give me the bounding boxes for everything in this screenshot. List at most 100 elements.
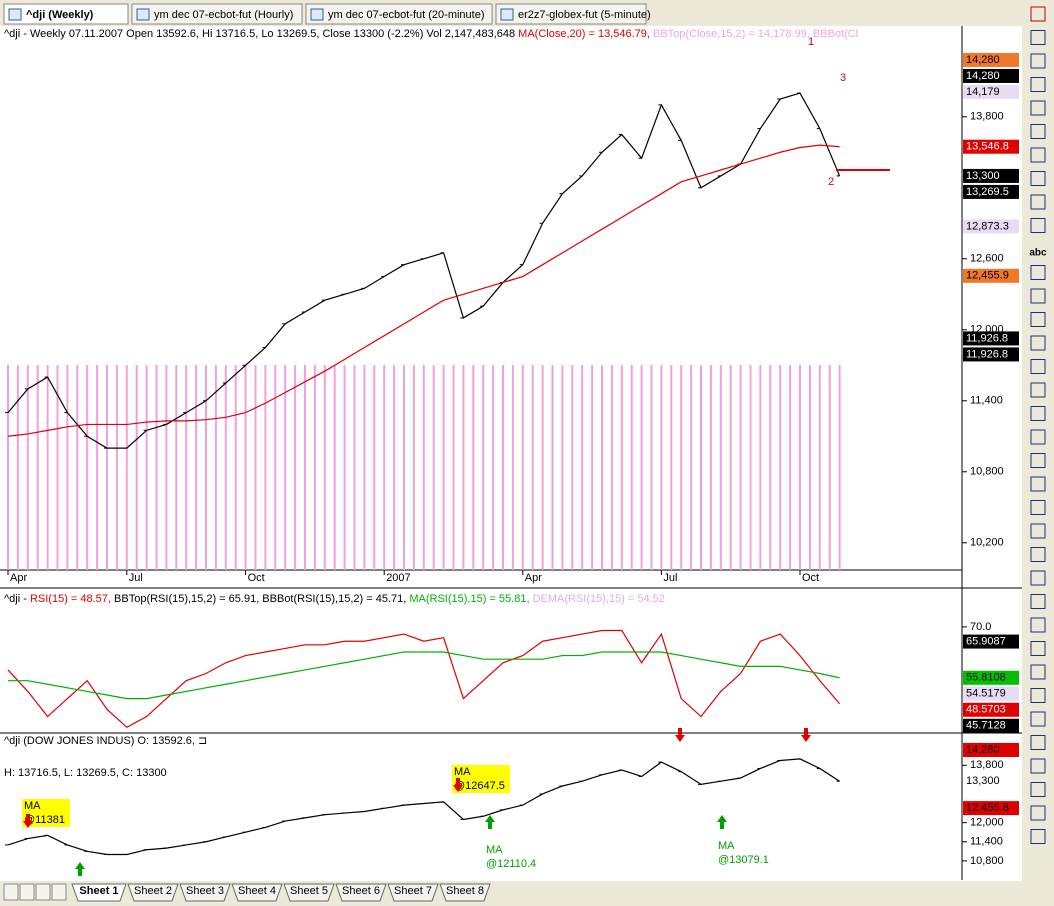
price-label: 12,455.9 xyxy=(966,270,1009,282)
price-label-box xyxy=(963,68,1019,83)
price-pane: ^dji - Weekly 07.11.2007 Open 13592.6, H… xyxy=(4,28,1019,584)
tool-icon[interactable] xyxy=(1030,429,1046,445)
x-tick-label: Jul xyxy=(663,572,677,584)
price-label: 14,179 xyxy=(966,86,1000,98)
price-label: 14,280 xyxy=(966,54,1000,66)
price-label: 13,546.8 xyxy=(966,141,1009,153)
tool-icon[interactable] xyxy=(1030,805,1046,821)
tab[interactable] xyxy=(495,3,647,25)
y-tick-label: 12,000 xyxy=(970,817,1004,829)
sheet-tab[interactable] xyxy=(127,883,179,902)
tool-icon[interactable] xyxy=(1030,617,1046,633)
tool-icon[interactable] xyxy=(1030,30,1046,45)
tool-icon[interactable] xyxy=(1030,382,1046,398)
price-label-box xyxy=(963,331,1019,346)
price-label: 14,280 xyxy=(966,70,1000,82)
tool-icon[interactable] xyxy=(1030,641,1046,656)
annotation-text: @12647.5 xyxy=(454,780,505,792)
tool-icon[interactable] xyxy=(1030,829,1046,844)
tool-icon[interactable] xyxy=(1030,218,1046,233)
price-label: 45.7128 xyxy=(966,720,1006,732)
tool-icon[interactable] xyxy=(1030,735,1046,750)
tab[interactable] xyxy=(3,3,129,25)
series-line xyxy=(7,144,840,437)
sheet-tab[interactable] xyxy=(439,883,491,902)
price-label-box xyxy=(963,718,1019,733)
tool-icon[interactable] xyxy=(1030,77,1046,92)
y-tick-label: 11,400 xyxy=(970,836,1003,848)
signal-arrow xyxy=(717,815,727,829)
header-segment: ^dji - Weekly 07.11.2007 Open 13592.6, H… xyxy=(4,28,518,40)
annotation-text: @13079.1 xyxy=(718,854,769,866)
sheet-label: Sheet 4 xyxy=(238,885,276,897)
price-label: 54.5179 xyxy=(966,688,1006,700)
toolbar-text[interactable]: abc xyxy=(1029,248,1047,259)
tool-icon[interactable] xyxy=(1030,53,1046,69)
x-tick-label: Oct xyxy=(802,572,819,584)
tab[interactable] xyxy=(305,3,493,25)
tab-label: ym dec 07-ecbot-fut (Hourly) xyxy=(154,9,293,21)
tool-icon[interactable] xyxy=(1030,265,1046,280)
tab-label: ^dji (Weekly) xyxy=(26,9,94,21)
header-segment: DEMA(RSI(15),15) = 54.52 xyxy=(533,593,665,605)
sheet-tab[interactable] xyxy=(179,883,231,902)
tool-icon[interactable] xyxy=(1030,288,1046,304)
sheet-label: Sheet 6 xyxy=(342,885,380,897)
tool-icon[interactable] xyxy=(1030,594,1046,609)
nav-button[interactable] xyxy=(19,883,35,901)
price-label-box xyxy=(963,139,1019,154)
x-tick-label: Jul xyxy=(129,572,143,584)
nav-button[interactable] xyxy=(3,883,19,901)
price-label: 13,300 xyxy=(966,170,1000,182)
overview-pane: ^dji (DOW JONES INDUS) O: 13592.6, ⊐ H: 1… xyxy=(4,728,1019,876)
price-label-box xyxy=(963,670,1019,685)
tool-icon[interactable] xyxy=(1030,124,1046,139)
annotation-text: @11381 xyxy=(24,814,65,826)
tool-icon[interactable] xyxy=(1030,664,1046,680)
tool-icon[interactable] xyxy=(1030,171,1046,186)
tool-icon[interactable] xyxy=(1030,688,1046,703)
tool-icon[interactable] xyxy=(1030,194,1046,210)
tool-icon[interactable] xyxy=(1030,406,1046,421)
tab-icon xyxy=(8,8,22,21)
tab[interactable] xyxy=(131,3,303,25)
y-tick-label: 13,800 xyxy=(970,759,1004,771)
tab-icon xyxy=(310,8,324,21)
sheet-tab[interactable] xyxy=(231,883,283,902)
nav-button[interactable] xyxy=(51,883,67,901)
sheet-tab[interactable] xyxy=(71,883,127,902)
x-tick-label: Apr xyxy=(10,572,27,584)
price-label: 14,280 xyxy=(966,744,1000,756)
price-label-box xyxy=(963,686,1019,701)
tool-icon[interactable] xyxy=(1030,147,1046,163)
sheet-label: Sheet 3 xyxy=(186,885,224,897)
tool-icon[interactable] xyxy=(1030,570,1046,586)
y-tick-label: 12,600 xyxy=(970,253,1004,265)
tool-icon[interactable] xyxy=(1030,782,1046,797)
price-label-box xyxy=(963,168,1019,183)
tool-icon[interactable] xyxy=(1030,500,1046,515)
sheet-tab[interactable] xyxy=(283,883,335,902)
series-line xyxy=(7,629,841,728)
pane-header: ^dji - RSI(15) = 48.57, BBTop(RSI(15),15… xyxy=(4,593,665,605)
sheet-tab[interactable] xyxy=(335,883,387,902)
signal-arrow xyxy=(23,814,33,828)
tool-icon[interactable] xyxy=(1030,711,1046,727)
tool-icon[interactable] xyxy=(1030,359,1046,374)
tool-icon[interactable] xyxy=(1030,335,1046,351)
tool-icon[interactable] xyxy=(1030,758,1046,774)
tool-icon[interactable] xyxy=(1030,476,1046,492)
tool-icon[interactable] xyxy=(1030,453,1046,468)
price-label-box xyxy=(963,219,1019,234)
tool-icon[interactable] xyxy=(1030,547,1046,562)
tool-icon[interactable] xyxy=(1030,100,1046,116)
price-label-box xyxy=(963,347,1019,362)
tool-icon[interactable] xyxy=(1030,523,1046,539)
tool-icon[interactable] xyxy=(1030,312,1046,327)
pane-header: ^dji - Weekly 07.11.2007 Open 13592.6, H… xyxy=(4,28,858,40)
tool-icon[interactable] xyxy=(1030,6,1046,22)
rsi-pane: ^dji - RSI(15) = 48.57, BBTop(RSI(15),15… xyxy=(4,593,1019,733)
sheet-tab[interactable] xyxy=(387,883,439,902)
nav-button[interactable] xyxy=(35,883,51,901)
y-tick-label: 10,200 xyxy=(970,537,1004,549)
